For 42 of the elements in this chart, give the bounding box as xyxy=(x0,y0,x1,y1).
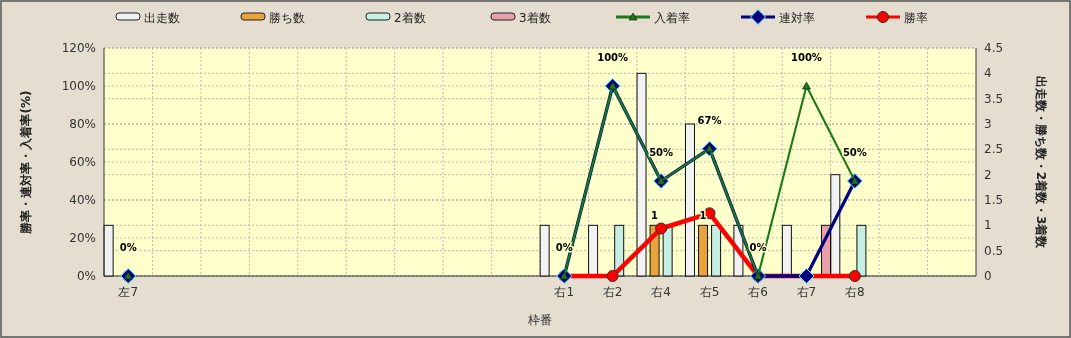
y-tick-label: 80% xyxy=(69,117,96,131)
y2-tick-label: 3.5 xyxy=(984,91,1004,106)
x-tick-label: 右7 xyxy=(796,285,817,299)
x-tick-label: 左7 xyxy=(118,285,139,299)
data-label: 1 xyxy=(651,210,659,222)
x-tick-label: 右8 xyxy=(845,285,865,299)
y2-tick-label: 2 xyxy=(984,167,992,182)
y-tick-label: 100% xyxy=(61,79,96,93)
data-label: 50% xyxy=(649,147,674,158)
y2-tick-label: 1.5 xyxy=(984,193,1004,207)
x-tick-label: 右5 xyxy=(699,285,720,299)
y2-tick-label: 1 xyxy=(984,218,992,233)
data-label: 50% xyxy=(842,147,867,158)
y-tick-label: 40% xyxy=(69,193,96,207)
data-label: 67% xyxy=(697,114,722,126)
y2-tick-label: 2.5 xyxy=(984,142,1004,157)
x-tick-label: 右6 xyxy=(748,285,768,299)
legend-label: 連対率 xyxy=(779,11,815,25)
y2-tick-label: 0 xyxy=(984,269,992,283)
legend-label: 入着率 xyxy=(654,11,690,25)
y-tick-label: 20% xyxy=(69,231,96,245)
y2-tick-label: 4 xyxy=(984,66,992,81)
x-tick-label: 右1 xyxy=(554,285,575,299)
legend-label: 2着数 xyxy=(394,11,426,25)
y-tick-label: 60% xyxy=(69,155,96,169)
x-tick-label: 右4 xyxy=(651,285,671,299)
y2-tick-label: 4.5 xyxy=(984,41,1004,55)
data-label: 0% xyxy=(119,242,137,253)
x-tick-label: 右2 xyxy=(602,285,623,299)
data-label: 100% xyxy=(790,52,822,63)
x-axis-title: 枠番 xyxy=(527,313,552,327)
y2-tick-label: 3 xyxy=(984,117,992,131)
y-tick-label: 0% xyxy=(76,269,96,283)
y2-axis-title: 出走数・勝ち数・2着数・3着数 xyxy=(1034,75,1048,250)
legend-label: 3着数 xyxy=(519,11,551,25)
y-tick-label: 120% xyxy=(61,41,96,55)
y2-tick-label: 0.5 xyxy=(984,243,1004,258)
legend-label: 出走数 xyxy=(144,11,180,25)
data-label: 100% xyxy=(597,52,629,63)
legend-label: 勝率 xyxy=(904,11,928,25)
y-axis-title: 勝率・連対率・入着率(%) xyxy=(19,90,33,235)
legend-label: 勝ち数 xyxy=(269,11,305,25)
